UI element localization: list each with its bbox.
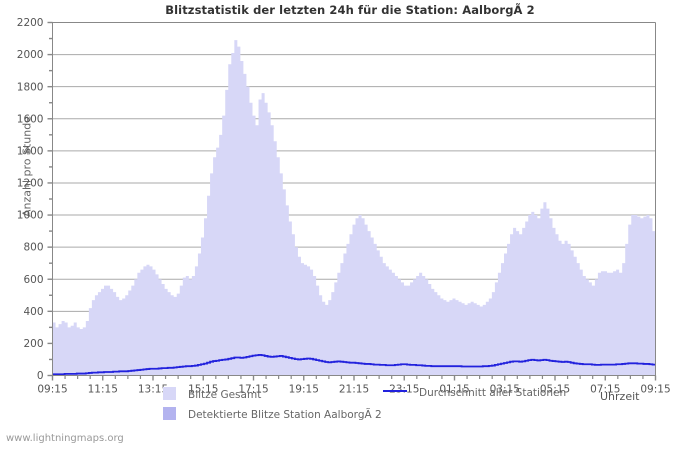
svg-text:23:15: 23:15	[389, 384, 419, 396]
legend-swatch-total-icon	[163, 387, 176, 400]
legend-label-total: Blitze Gesamt	[188, 389, 262, 401]
page-title: Blitzstatistik der letzten 24h für die S…	[165, 3, 535, 17]
chart-legend: Blitze Gesamt Durchschnitt aller Station…	[0, 386, 700, 428]
svg-text:13:15: 13:15	[138, 384, 168, 396]
svg-text:400: 400	[23, 306, 43, 318]
legend-label-station: Detektierte Blitze Station AalborgÃ 2	[188, 409, 382, 421]
svg-text:03:15: 03:15	[490, 384, 520, 396]
svg-text:0: 0	[37, 370, 44, 382]
watermark-link[interactable]: www.lightningmaps.org	[6, 433, 124, 444]
svg-text:01:15: 01:15	[439, 384, 469, 396]
svg-text:1400: 1400	[17, 145, 44, 157]
svg-text:600: 600	[23, 274, 43, 286]
svg-text:09:15: 09:15	[37, 384, 67, 396]
legend-item-station: Detektierte Blitze Station AalborgÃ 2	[163, 407, 382, 421]
svg-text:1800: 1800	[17, 81, 44, 93]
legend-swatch-station-icon	[163, 407, 176, 420]
svg-text:2000: 2000	[17, 49, 44, 61]
legend-label-average: Durchschnitt aller Stationen	[419, 387, 567, 399]
svg-text:11:15: 11:15	[88, 384, 118, 396]
svg-text:1200: 1200	[17, 178, 44, 190]
svg-text:1000: 1000	[17, 210, 44, 222]
x-axis-ticks: 09:15 11:15 13:15 15:15 17:15 19:15 21:15 23:15…	[37, 375, 671, 396]
svg-text:09:15: 09:15	[640, 384, 670, 396]
svg-text:17:15: 17:15	[238, 384, 268, 396]
data-series	[52, 40, 656, 376]
svg-text:800: 800	[23, 242, 43, 254]
svg-text:19:15: 19:15	[289, 384, 319, 396]
legend-item-average: Durchschnitt aller Stationen	[383, 387, 566, 399]
svg-text:200: 200	[23, 338, 43, 350]
svg-text:05:15: 05:15	[540, 384, 570, 396]
plot-area: 0 200 400 600 800 1000 1200 1400 1600 1800 2000 220…	[17, 17, 671, 396]
x-axis-label: Uhrzeit	[600, 390, 640, 403]
svg-text:1600: 1600	[17, 113, 44, 125]
svg-text:07:15: 07:15	[590, 384, 620, 396]
svg-text:21:15: 21:15	[339, 384, 369, 396]
svg-text:2200: 2200	[17, 17, 44, 29]
legend-item-total: Blitze Gesamt	[163, 387, 261, 401]
svg-text:15:15: 15:15	[188, 384, 218, 396]
legend-line-average-icon	[383, 390, 407, 392]
y-axis-ticks: 0 200 400 600 800 1000 1200 1400 1600 1800 2000 220…	[17, 17, 53, 382]
